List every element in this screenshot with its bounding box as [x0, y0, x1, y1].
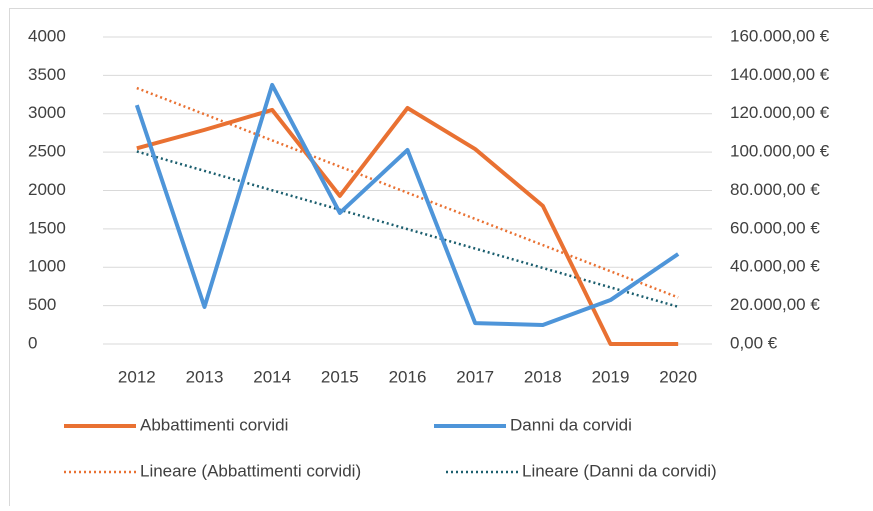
y-tick-label: 500: [28, 295, 56, 314]
y2-tick-label: 20.000,00 €: [730, 295, 820, 314]
y-tick-label: 1000: [28, 257, 66, 276]
legend-label: Abbattimenti corvidi: [140, 415, 288, 434]
x-tick-label: 2019: [592, 367, 630, 386]
x-tick-label: 2015: [321, 367, 359, 386]
x-tick-label: 2012: [118, 367, 156, 386]
x-tick-label: 2013: [186, 367, 224, 386]
y2-tick-label: 160.000,00 €: [730, 26, 830, 45]
y2-tick-label: 40.000,00 €: [730, 257, 820, 276]
y2-tick-label: 140.000,00 €: [730, 65, 830, 84]
x-tick-label: 2014: [253, 367, 291, 386]
x-tick-label: 2017: [456, 367, 494, 386]
y2-tick-label: 80.000,00 €: [730, 180, 820, 199]
y-tick-label: 4000: [28, 26, 66, 45]
x-tick-label: 2016: [389, 367, 427, 386]
y2-tick-label: 120.000,00 €: [730, 103, 830, 122]
x-tick-label: 2020: [659, 367, 697, 386]
y2-tick-label: 60.000,00 €: [730, 218, 820, 237]
y-tick-label: 2500: [28, 142, 66, 161]
y-tick-label: 1500: [28, 218, 66, 237]
x-tick-label: 2018: [524, 367, 562, 386]
y2-tick-label: 0,00 €: [730, 333, 778, 352]
y-tick-label: 2000: [28, 180, 66, 199]
legend-label: Lineare (Danni da corvidi): [522, 461, 717, 480]
legend-label: Danni da corvidi: [510, 415, 632, 434]
y-tick-label: 0: [28, 333, 37, 352]
y-tick-label: 3000: [28, 103, 66, 122]
y-tick-label: 3500: [28, 65, 66, 84]
legend-label: Lineare (Abbattimenti corvidi): [140, 461, 361, 480]
y2-tick-label: 100.000,00 €: [730, 142, 830, 161]
